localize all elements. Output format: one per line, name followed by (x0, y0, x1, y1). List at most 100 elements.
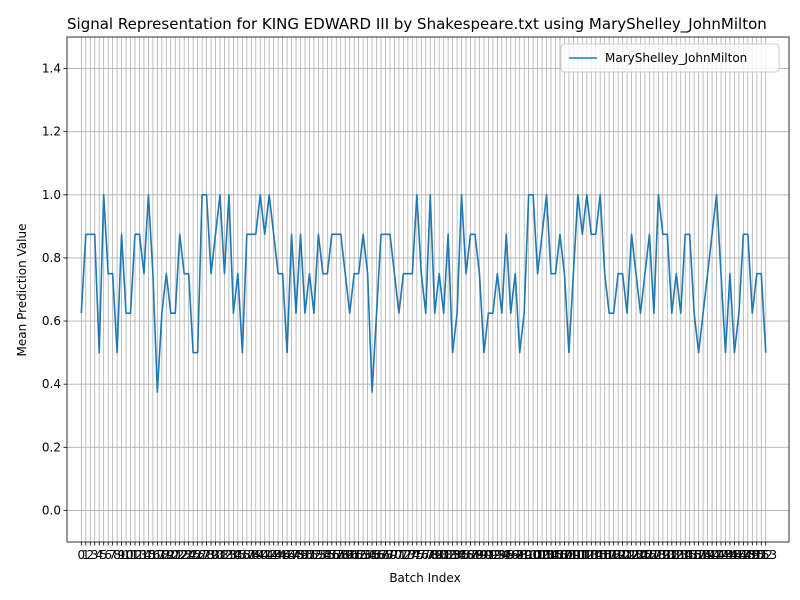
x-tick-label: 69 (382, 548, 397, 562)
x-tick-label: 111 (566, 548, 589, 562)
y-tick-label: 0.6 (42, 314, 61, 328)
chart-title: Signal Representation for KING EDWARD II… (67, 15, 767, 34)
x-gridlines (80, 37, 767, 542)
x-tick-label: 43 (266, 548, 281, 562)
x-tick-label: 79 (427, 548, 442, 562)
x-tick-label: 141 (701, 548, 724, 562)
x-tick-label: 61 (347, 548, 362, 562)
x-tick-label: 148 (732, 548, 755, 562)
y-tick-label: 0.2 (42, 440, 61, 454)
x-tick-label: 89 (472, 548, 487, 562)
x-tick-label: 137 (683, 548, 706, 562)
x-tick-label: 133 (665, 548, 688, 562)
series-lines (80, 194, 767, 393)
x-tick-label: 11 (123, 548, 138, 562)
x-tick-label: 6 (104, 548, 112, 562)
x-tick-label: 131 (656, 548, 679, 562)
x-tick-label: 74 (405, 548, 420, 562)
x-tick-label: 60 (342, 548, 357, 562)
plot-area (66, 36, 790, 543)
x-tick-label: 19 (159, 548, 174, 562)
x-tick-label: 118 (598, 548, 621, 562)
x-tick-label: 97 (508, 548, 523, 562)
x-tick-label: 126 (634, 548, 657, 562)
x-tick-label: 37 (239, 548, 254, 562)
x-tick-label: 96 (503, 548, 518, 562)
x-tick-label: 98 (512, 548, 527, 562)
x-tick-label: 82 (440, 548, 455, 562)
x-tick-label: 39 (248, 548, 263, 562)
x-tick-label: 38 (244, 548, 259, 562)
x-tick-label: 41 (257, 548, 272, 562)
x-tick-label: 81 (436, 548, 451, 562)
x-tick-label: 32 (217, 548, 232, 562)
x-tick-label: 125 (629, 548, 652, 562)
x-tick-label: 139 (692, 548, 715, 562)
x-tick-label: 153 (754, 548, 777, 562)
x-tick-label: 70 (387, 548, 402, 562)
x-tick-label: 56 (324, 548, 339, 562)
x-tick-label: 99 (517, 548, 532, 562)
x-tick-label: 57 (329, 548, 344, 562)
x-tick-label: 105 (540, 548, 563, 562)
x-tick-label: 135 (674, 548, 697, 562)
x-tick-label: 85 (454, 548, 469, 562)
x-tick-label: 138 (687, 548, 710, 562)
x-tick-label: 33 (221, 548, 236, 562)
x-tick-label: 34 (226, 548, 241, 562)
x-tick-label: 80 (432, 548, 447, 562)
x-tick-label: 0 (77, 548, 85, 562)
x-tick-label: 3 (91, 548, 99, 562)
legend-label: MaryShelley_JohnMilton (605, 51, 747, 65)
x-tick-label: 35 (230, 548, 245, 562)
y-tick-label: 0.0 (42, 503, 61, 517)
x-tick-label: 36 (235, 548, 250, 562)
x-tick-label: 144 (714, 548, 737, 562)
x-tick-label: 62 (351, 548, 366, 562)
x-tick-label: 25 (186, 548, 201, 562)
x-tick-label: 140 (696, 548, 719, 562)
x-tick-label: 59 (338, 548, 353, 562)
x-tick-label: 102 (526, 548, 549, 562)
x-tick-label: 20 (163, 548, 178, 562)
plot-background (67, 37, 789, 542)
x-tick-label: 114 (580, 548, 603, 562)
x-tick-label: 73 (400, 548, 415, 562)
x-tick-label: 29 (203, 548, 218, 562)
x-tick-label: 30 (208, 548, 223, 562)
x-tick-label: 26 (190, 548, 205, 562)
x-tick-label: 71 (391, 548, 406, 562)
x-tick-label: 130 (651, 548, 674, 562)
x-tick-label: 49 (293, 548, 308, 562)
x-tick-label: 78 (423, 548, 438, 562)
x-tick-label: 75 (409, 548, 424, 562)
y-tick-label: 0.8 (42, 251, 61, 265)
x-tick-label: 15 (141, 548, 156, 562)
x-tick-label: 64 (360, 548, 375, 562)
x-axis-ticks: 0123456789101112131415161718192021222324… (77, 542, 777, 562)
x-tick-label: 51 (302, 548, 317, 562)
x-tick-label: 2 (86, 548, 94, 562)
x-tick-label: 76 (414, 548, 429, 562)
x-tick-label: 23 (177, 548, 192, 562)
x-tick-label: 24 (181, 548, 196, 562)
x-tick-label: 65 (364, 548, 379, 562)
x-tick-label: 123 (620, 548, 643, 562)
x-tick-label: 45 (275, 548, 290, 562)
x-tick-label: 47 (284, 548, 299, 562)
x-tick-label: 124 (625, 548, 648, 562)
x-tick-label: 92 (485, 548, 500, 562)
x-tick-label: 129 (647, 548, 670, 562)
x-tick-label: 109 (557, 548, 580, 562)
x-tick-label: 58 (333, 548, 348, 562)
x-tick-label: 128 (642, 548, 665, 562)
axes-frame (66, 36, 790, 543)
x-tick-label: 48 (288, 548, 303, 562)
x-tick-label: 115 (584, 548, 607, 562)
x-tick-label: 52 (306, 548, 321, 562)
x-tick-label: 54 (315, 548, 330, 562)
x-tick-label: 147 (727, 548, 750, 562)
series-line-maryshelley-johnmilton (80, 194, 767, 393)
x-tick-label: 101 (522, 548, 545, 562)
